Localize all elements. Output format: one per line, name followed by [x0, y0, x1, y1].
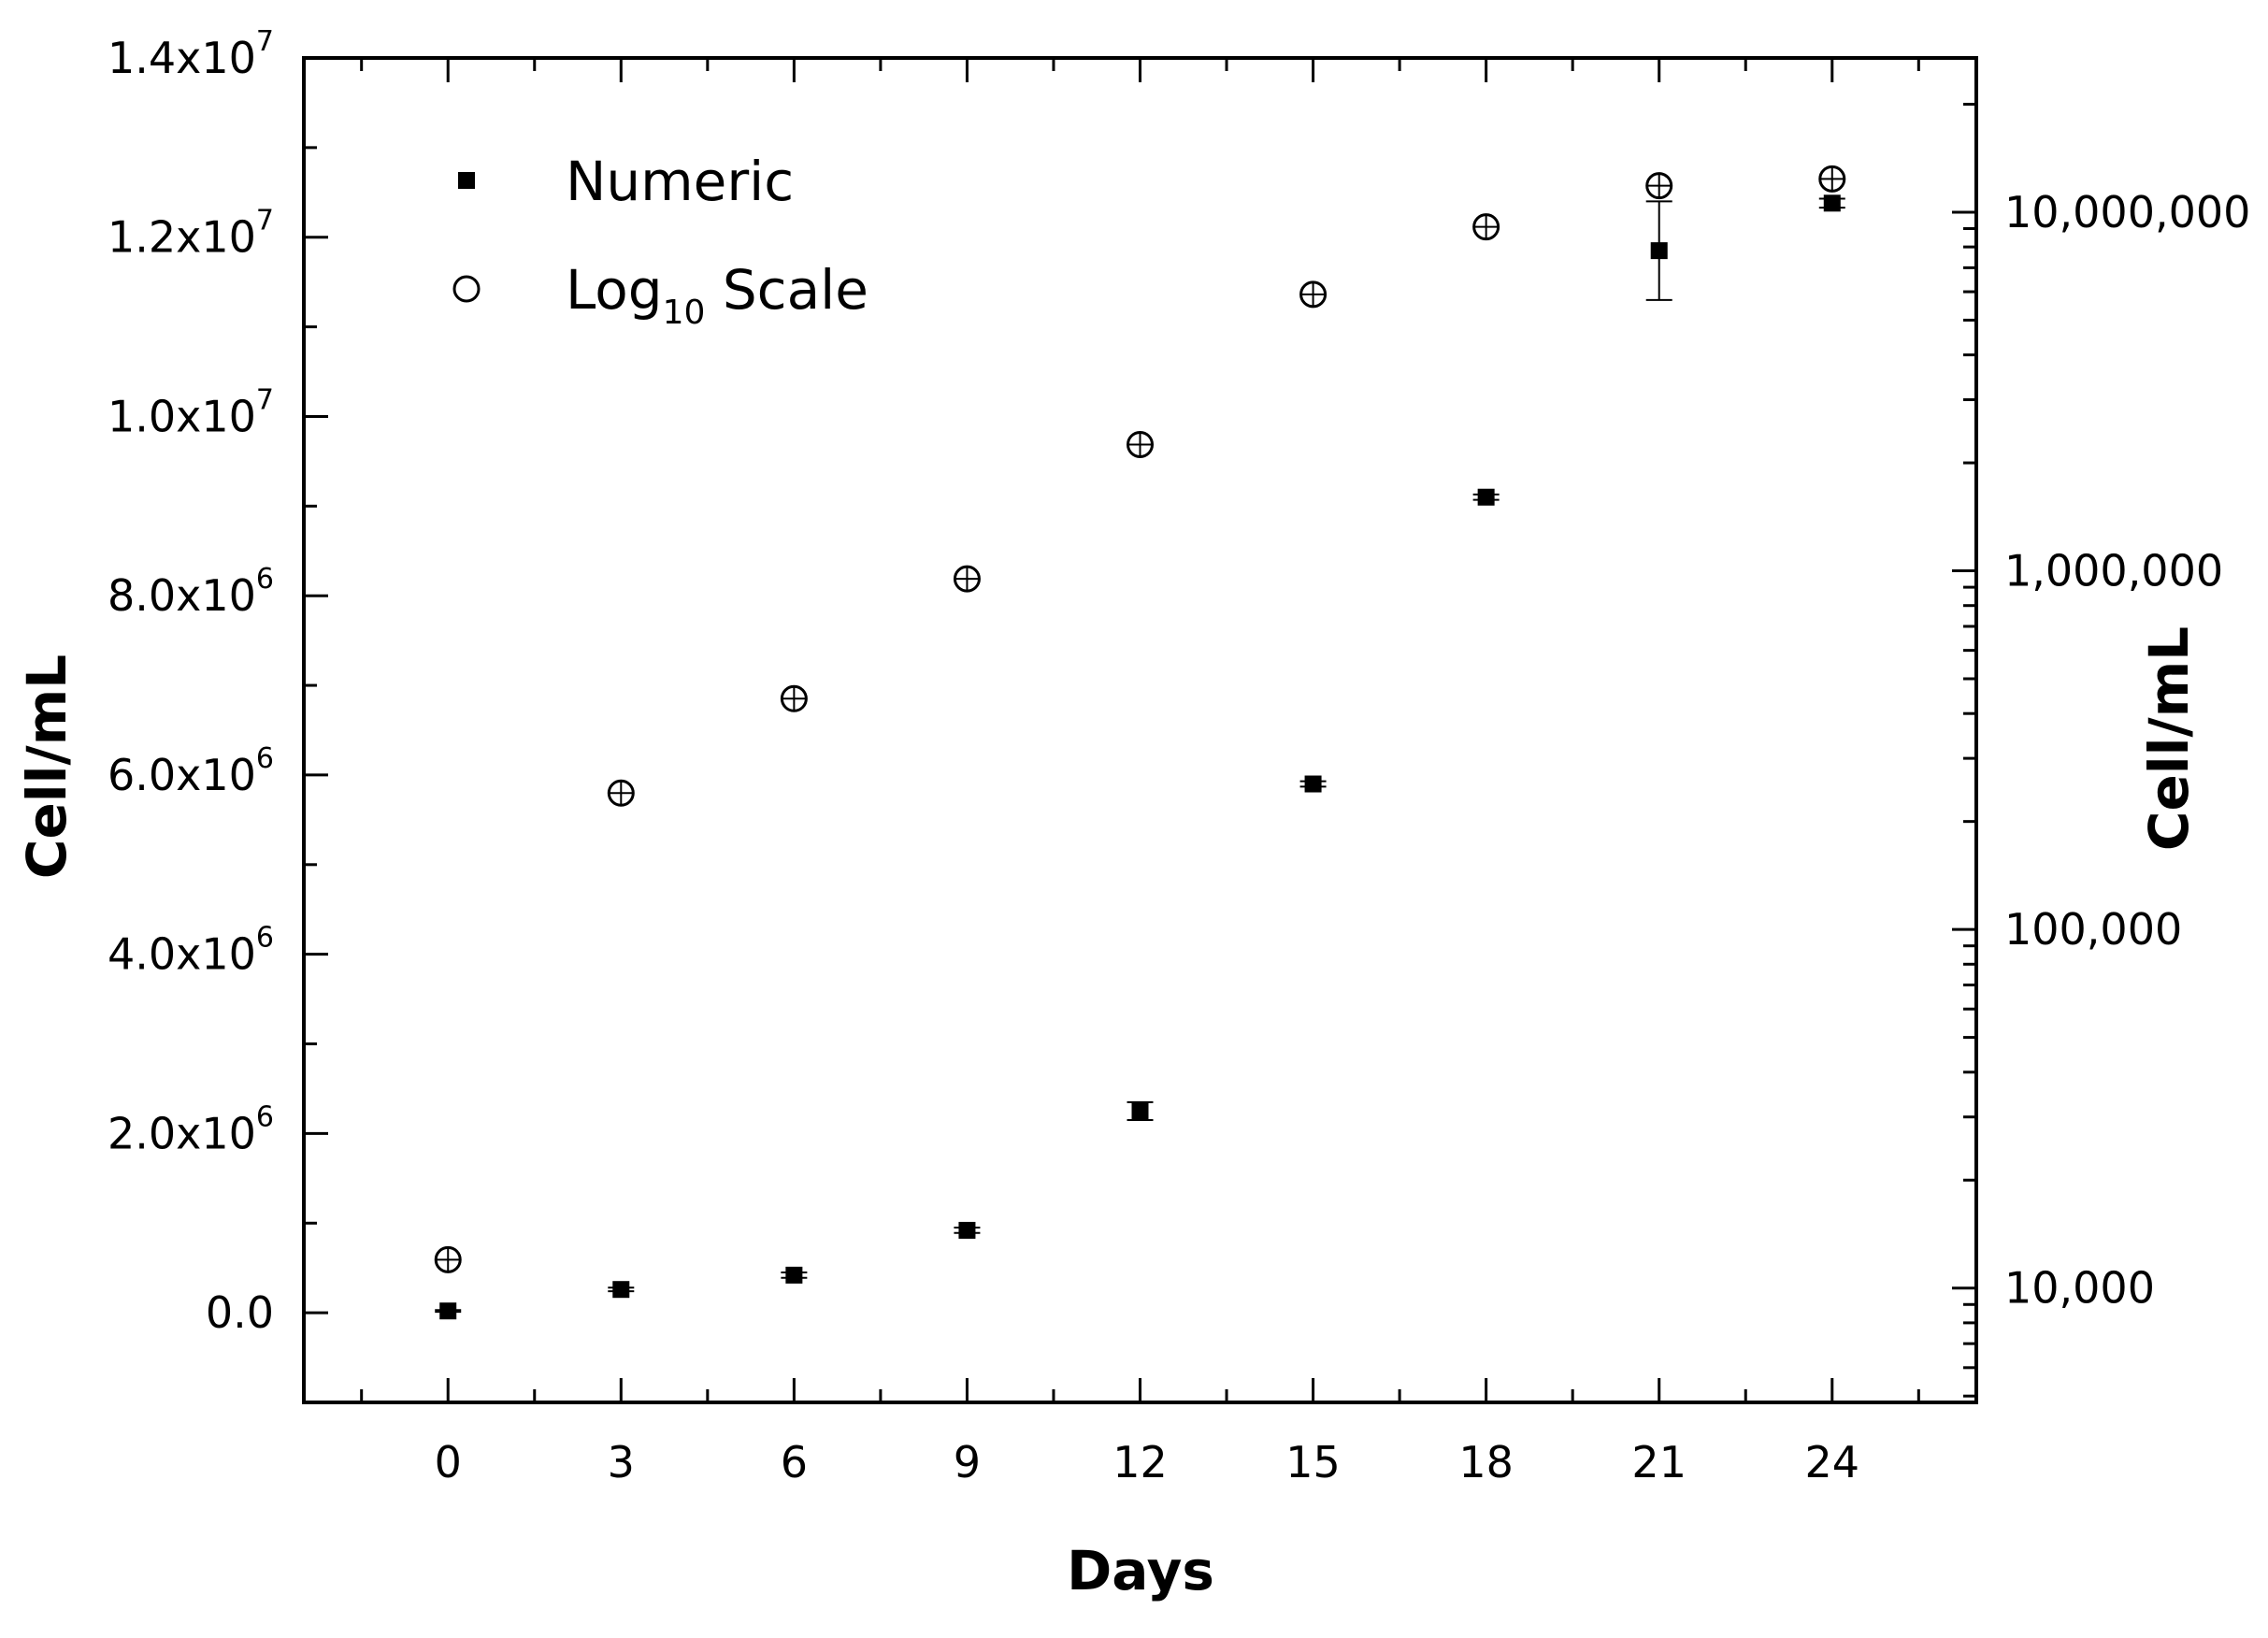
log-point: [607, 779, 635, 807]
plot-frame: [302, 56, 1978, 1404]
y-left-tick-label: 1.2x107: [108, 205, 274, 263]
y-left-tick-label: 0.0: [206, 1287, 274, 1338]
legend-log-sub: 10: [663, 294, 706, 332]
y-left-tick-label: 1.4x107: [108, 25, 274, 83]
series-numeric: [435, 194, 1845, 1320]
numeric-point: [1823, 194, 1841, 212]
log-point: [1299, 280, 1328, 309]
x-axis: 0 3 6 9 12 15 18 21 24: [360, 58, 1920, 1487]
y-axis-right-title: Cell/mL: [2137, 626, 2201, 851]
x-tick-label: 12: [1112, 1437, 1168, 1487]
numeric-point: [785, 1266, 803, 1284]
y-right-tick-label: 1,000,000: [2004, 546, 2223, 596]
log-point: [1818, 165, 1846, 193]
y-left-tick-label: 2.0x106: [108, 1100, 274, 1158]
log-point: [780, 684, 808, 712]
y-left-tick-label: 6.0x106: [108, 742, 274, 800]
log-point: [434, 1245, 462, 1273]
log-point: [1127, 430, 1154, 458]
y-right-tick-label: 10,000: [2004, 1263, 2155, 1314]
numeric-point: [439, 1302, 457, 1320]
legend-marker-log10: [452, 275, 481, 303]
log-point: [953, 565, 981, 593]
x-tick-label: 21: [1631, 1437, 1687, 1487]
numeric-point: [1650, 242, 1668, 260]
legend-label-numeric: Numeric: [566, 150, 794, 213]
log-point: [1645, 172, 1673, 200]
numeric-point: [1304, 775, 1322, 793]
legend-log-rest: Scale: [705, 258, 868, 322]
y-right-tick-label: 100,000: [2004, 904, 2182, 955]
legend-marker-numeric: [458, 172, 475, 189]
y-axis-left-title: Cell/mL: [15, 654, 79, 879]
x-tick-label: 9: [954, 1437, 981, 1487]
log-point: [1472, 213, 1500, 241]
x-tick-label: 3: [608, 1437, 635, 1487]
x-axis-title: Days: [1067, 1539, 1214, 1602]
y-axis-left: 0.0 2.0x106 4.0x106 6.0x106 8.0x106 1.0x107 1.…: [108, 25, 328, 1404]
x-tick-label: 0: [435, 1437, 462, 1487]
numeric-point: [612, 1281, 630, 1299]
y-right-tick-label: 10,000,000: [2004, 187, 2250, 237]
x-tick-label: 24: [1805, 1437, 1860, 1487]
y-left-tick-label: 8.0x106: [108, 563, 274, 621]
plot-border: [302, 56, 1978, 1404]
y-axis-right: 10,000 100,000 1,000,000 10,000,000: [1952, 102, 2250, 1398]
y-left-tick-label: 4.0x106: [108, 922, 274, 980]
numeric-point: [1477, 488, 1495, 506]
legend: Numeric Log10 Scale: [452, 150, 868, 332]
x-tick-label: 6: [781, 1437, 808, 1487]
numeric-point: [1131, 1102, 1149, 1120]
legend-log-main: Log: [566, 258, 663, 322]
x-tick-label: 15: [1285, 1437, 1341, 1487]
legend-label-log10: Log10 Scale: [566, 258, 868, 332]
series-log10-scale: [434, 165, 1846, 1273]
x-tick-label: 18: [1458, 1437, 1514, 1487]
y-left-tick-label: 1.0x107: [108, 383, 274, 441]
numeric-point: [958, 1221, 976, 1239]
